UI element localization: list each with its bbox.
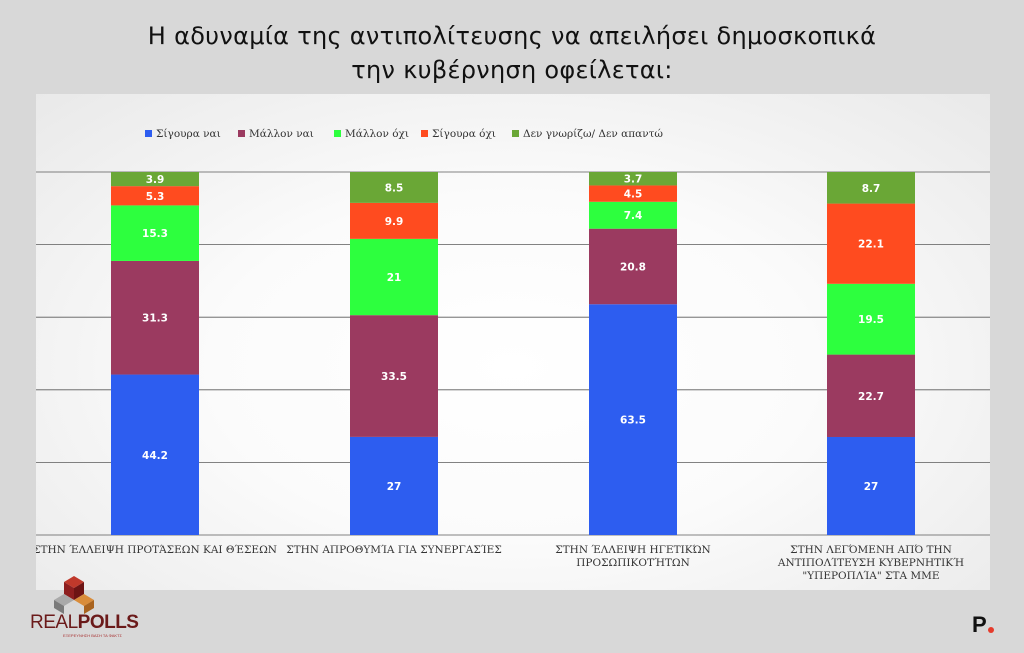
bar-segment <box>589 185 677 202</box>
bar-segment <box>111 172 199 187</box>
data-label: 5.3 <box>146 191 165 203</box>
logo-wordmark-bold: POLLS <box>77 612 139 633</box>
legend-swatch <box>238 130 245 137</box>
legend-label: Σίγουρα όχι <box>432 127 496 140</box>
category-label: ΣΤΗΝ ΈΛΛΕΙΨΗ ΗΓΕΤΙΚΏΝ ΠΡΟΣΩΠΙΚΟΤΉΤΩΝ <box>555 544 710 569</box>
data-label: 21 <box>387 272 402 284</box>
logo-wordmark-light: REAL <box>30 612 78 633</box>
data-label: 8.5 <box>385 182 404 194</box>
bar-segment <box>827 172 915 204</box>
bar-segment <box>350 202 438 239</box>
category-label-line: ΣΤΗΝ ΛΕΓΌΜΕΝΗ ΑΠΌ ΤΗΝ <box>790 544 952 556</box>
bar-segment <box>350 436 438 535</box>
publisher-mark: P <box>972 612 987 637</box>
category-label: ΣΤΗΝ ΈΛΛΕΙΨΗ ΠΡΟΤΆΣΕΩΝ ΚΑΙ ΘΈΣΕΩΝ <box>36 544 277 556</box>
publisher-dot-icon <box>988 627 994 633</box>
data-label: 31.3 <box>142 313 168 325</box>
realpolls-logo-icon <box>54 576 94 614</box>
bar-segment <box>111 374 199 535</box>
legend-label: Μάλλον ναι <box>249 128 314 140</box>
chart-panel: Σίγουρα ναι Μάλλον ναι Μάλλον όχι Σίγουρα ό… <box>36 94 990 590</box>
data-label: 44.2 <box>142 450 168 462</box>
logo-wordmark: REALPOLLS <box>30 612 139 634</box>
bar-segment <box>827 436 915 535</box>
category-label-line: ΣΤΗΝ ΑΠΡΟΘΥΜΊΑ ΓΙΑ ΣΥΝΕΡΓΑΣΊΕΣ <box>286 544 502 556</box>
legend-swatch <box>512 130 519 137</box>
data-label: 63.5 <box>620 415 646 427</box>
category-label-line: ΠΡΟΣΩΠΙΚΟΤΉΤΩΝ <box>576 557 690 569</box>
bar-stack: 63.5 20.8 7.4 4.5 3.7 <box>589 172 677 535</box>
chart-title-line-2: την κυβέρνηση οφείλεται: <box>351 56 673 84</box>
legend-swatch <box>334 130 341 137</box>
category-label: ΣΤΗΝ ΑΠΡΟΘΥΜΊΑ ΓΙΑ ΣΥΝΕΡΓΑΣΊΕΣ <box>286 544 502 556</box>
data-label: 8.7 <box>862 183 881 195</box>
legend-label: Μάλλον όχι <box>345 128 409 140</box>
category-label-line: ΣΤΗΝ ΈΛΛΕΙΨΗ ΠΡΟΤΆΣΕΩΝ ΚΑΙ ΘΈΣΕΩΝ <box>36 544 277 556</box>
bar-segment <box>827 203 915 284</box>
data-label: 7.4 <box>624 210 643 222</box>
legend-label: Δεν γνωρίζω/ Δεν απαντώ <box>523 127 663 140</box>
bar-segment <box>350 238 438 316</box>
bar-segment <box>589 172 677 186</box>
bar-segment <box>589 228 677 305</box>
bar-segment <box>589 304 677 535</box>
data-label: 19.5 <box>858 314 884 326</box>
stacked-bar-chart: Σίγουρα ναι Μάλλον ναι Μάλλον όχι Σίγουρα ό… <box>36 127 990 582</box>
bar-segment <box>111 260 199 375</box>
category-label: ΣΤΗΝ ΛΕΓΌΜΕΝΗ ΑΠΌ ΤΗΝ ΑΝΤΙΠΟΛΊΤΕΥΣΗ ΚΥΒΕΡ… <box>777 544 964 582</box>
data-label: 20.8 <box>620 261 646 273</box>
data-label: 15.3 <box>142 228 168 240</box>
legend-swatch <box>421 130 428 137</box>
bar-stack: 44.2 31.3 15.3 5.3 3.9 <box>111 172 199 535</box>
data-label: 27 <box>387 481 402 493</box>
legend: Σίγουρα ναι Μάλλον ναι Μάλλον όχι Σίγουρα ό… <box>145 127 663 140</box>
data-label: 4.5 <box>624 189 643 201</box>
data-label: 3.7 <box>624 174 643 186</box>
legend-swatch <box>145 130 152 137</box>
data-label: 27 <box>864 481 879 493</box>
bar-segment <box>827 283 915 355</box>
bar-segment <box>350 315 438 437</box>
data-label: 9.9 <box>385 216 404 228</box>
bar-stack: 27 22.7 19.5 22.1 8.7 <box>827 172 915 535</box>
data-label: 22.1 <box>858 239 884 251</box>
logo-tagline: ΕΞΕΡΕΥΝΗΣΗ ΒΑΣΗ ΤΑ ΦΑΚΤΣ <box>63 633 122 638</box>
bar-segment <box>827 354 915 437</box>
bar-segment <box>111 186 199 206</box>
bar-segment <box>111 205 199 261</box>
category-label-line: "ΥΠΕΡΟΠΛΊΑ" ΣΤΑ ΜΜΕ <box>802 570 939 582</box>
data-label: 33.5 <box>381 371 407 383</box>
bar-stack: 27 33.5 21 9.9 8.5 <box>350 172 438 535</box>
bar-segment <box>589 201 677 229</box>
category-label-line: ΑΝΤΙΠΟΛΊΤΕΥΣΗ ΚΥΒΕΡΝΗΤΙΚΉ <box>777 557 964 569</box>
bar-segment <box>350 172 438 203</box>
legend-label: Σίγουρα ναι <box>156 127 221 140</box>
data-label: 3.9 <box>146 174 165 186</box>
chart-title-line-1: Η αδυναμία της αντιπολίτευσης να απειλήσ… <box>147 22 877 50</box>
data-label: 22.7 <box>858 391 884 403</box>
category-label-line: ΣΤΗΝ ΈΛΛΕΙΨΗ ΗΓΕΤΙΚΏΝ <box>555 544 710 556</box>
